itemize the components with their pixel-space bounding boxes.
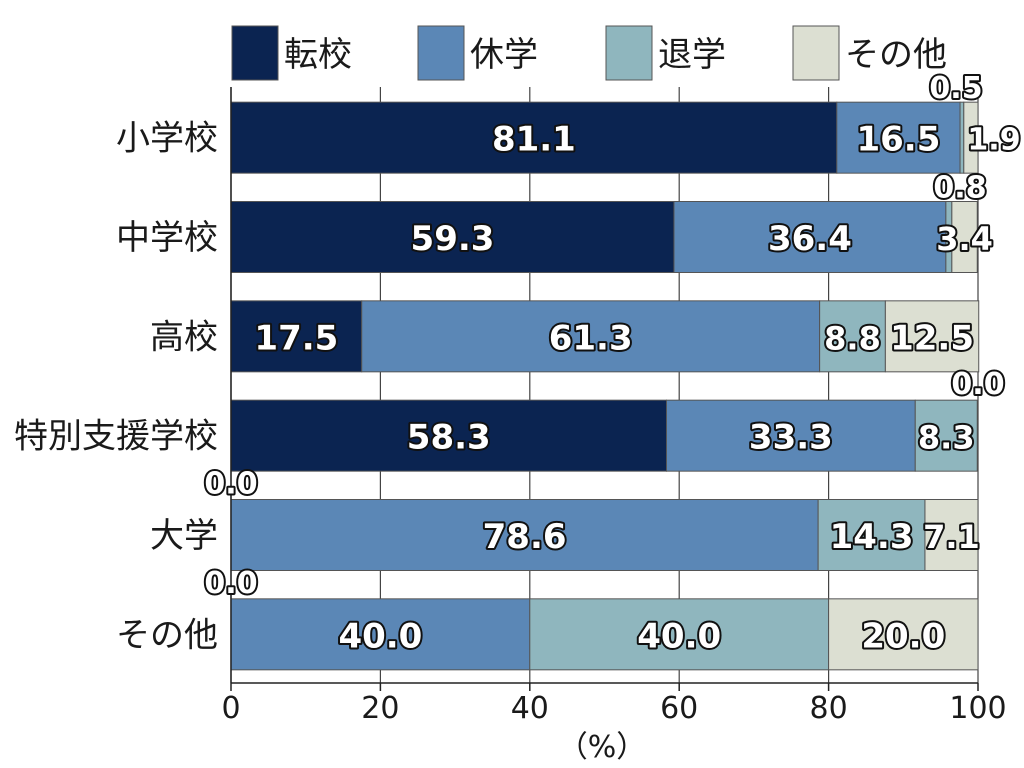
x-axis-label: （%） bbox=[558, 730, 647, 765]
data-label-3-1: 17.5 bbox=[254, 318, 338, 358]
data-label-4-2: 33.3 bbox=[749, 418, 833, 458]
legend-swatch-1 bbox=[231, 25, 279, 81]
data-label-2-4: 3.4 bbox=[936, 220, 993, 258]
x-axis: 0 20 40 60 80 100 bbox=[221, 87, 1007, 726]
data-label-1-1: 81.1 bbox=[492, 120, 576, 160]
data-label-4-1: 58.3 bbox=[407, 418, 491, 458]
legend-label-3: 退学 bbox=[658, 35, 726, 75]
category-label-3: 高校 bbox=[150, 317, 218, 357]
bar-segment-1-3 bbox=[959, 101, 965, 174]
x-tick-label-4: 80 bbox=[810, 691, 848, 726]
category-label-4: 特別支援学校 bbox=[14, 417, 218, 457]
bar-segment-5-4 bbox=[924, 499, 979, 571]
bar-segment-4-1 bbox=[230, 399, 668, 472]
legend-label-4: その他 bbox=[845, 35, 947, 75]
legend-swatch-4 bbox=[792, 25, 840, 81]
gridlines bbox=[230, 87, 979, 683]
legend: 転校 休学 退学 その他 bbox=[231, 25, 947, 81]
bar-segment-1-1 bbox=[230, 101, 838, 174]
legend-swatch-2 bbox=[417, 25, 465, 81]
data-label-1-3: 0.5 bbox=[929, 71, 982, 106]
bar-segment-2-2 bbox=[673, 201, 947, 273]
x-tick-label-2: 40 bbox=[511, 691, 549, 726]
data-label-1-4: 1.9 bbox=[967, 123, 1020, 158]
data-label-3-3: 8.8 bbox=[824, 319, 881, 357]
data-label-1-2: 16.5 bbox=[856, 120, 940, 160]
x-tick-label-1: 20 bbox=[361, 691, 399, 726]
bar-segment-4-3 bbox=[914, 399, 978, 472]
legend-label-2: 休学 bbox=[470, 35, 538, 75]
bar-segment-5-2 bbox=[230, 499, 819, 571]
bar-segment-3-3 bbox=[819, 300, 886, 373]
data-label-6-1: 0.0 bbox=[204, 566, 257, 601]
x-tick-label-5: 100 bbox=[949, 691, 1006, 726]
legend-label-1: 転校 bbox=[284, 35, 352, 75]
data-label-3-4: 12.5 bbox=[890, 318, 974, 358]
data-label-5-4: 7.1 bbox=[923, 518, 980, 556]
bars bbox=[230, 101, 980, 671]
data-label-3-2: 61.3 bbox=[549, 318, 633, 358]
category-label-6: その他 bbox=[116, 615, 218, 655]
data-label-2-2: 36.4 bbox=[768, 219, 852, 259]
category-label-5: 大学 bbox=[150, 516, 218, 556]
bar-segment-2-1 bbox=[230, 201, 675, 273]
data-label-6-3: 40.0 bbox=[637, 616, 721, 656]
bar-segment-3-1 bbox=[230, 300, 363, 373]
bar-segment-6-2 bbox=[230, 598, 531, 671]
bar-segment-3-2 bbox=[361, 300, 821, 373]
data-label-2-3: 0.8 bbox=[933, 171, 986, 206]
legend-swatch-3 bbox=[605, 25, 653, 81]
data-label-6-4: 20.0 bbox=[861, 616, 945, 656]
data-label-5-2: 78.6 bbox=[483, 517, 567, 557]
data-label-6-2: 40.0 bbox=[338, 616, 422, 656]
data-label-2-1: 59.3 bbox=[411, 219, 495, 259]
data-labels: 81.1 16.50.51.959.3 36.40.83.417.5 61.3 8.8 1… bbox=[202, 69, 1022, 658]
bar-segment-6-4 bbox=[828, 598, 979, 671]
bar-segment-5-3 bbox=[817, 499, 926, 571]
x-tick-label-3: 60 bbox=[660, 691, 698, 726]
bar-segment-2-4 bbox=[951, 201, 978, 273]
bar-segment-3-4 bbox=[884, 300, 980, 373]
data-label-4-4: 0.0 bbox=[951, 367, 1004, 402]
data-label-5-1: 0.0 bbox=[204, 467, 257, 502]
bar-segment-4-2 bbox=[666, 399, 916, 472]
data-label-4-3: 8.3 bbox=[918, 419, 975, 457]
category-label-2: 中学校 bbox=[116, 218, 218, 258]
data-label-5-3: 14.3 bbox=[830, 517, 914, 557]
bar-segment-1-4 bbox=[963, 101, 979, 174]
x-tick-label-0: 0 bbox=[221, 691, 240, 726]
category-label-1: 小学校 bbox=[116, 119, 218, 159]
